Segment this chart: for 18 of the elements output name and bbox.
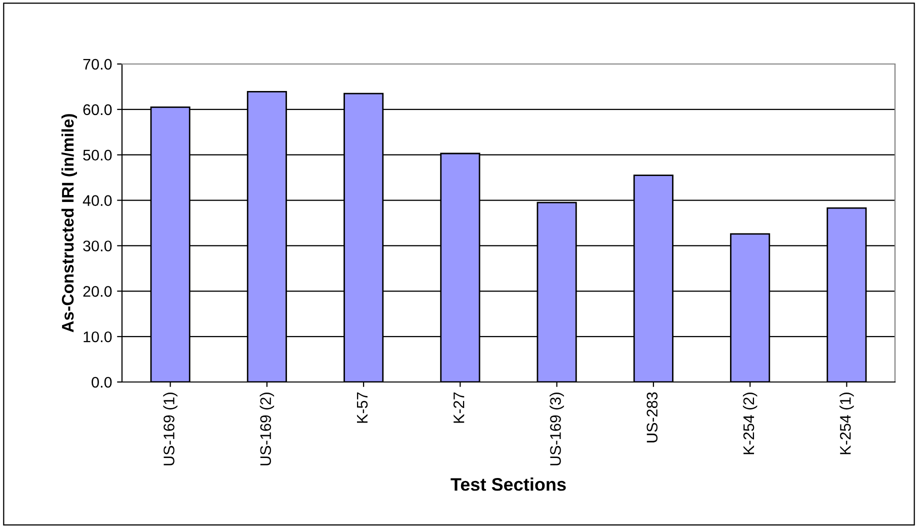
x-tick-label: US-169 (1) — [163, 392, 178, 466]
y-tick-label: 40.0 — [82, 195, 112, 206]
x-tick-label: US-169 (3) — [550, 392, 564, 466]
x-tick-label: US-283 — [646, 392, 658, 442]
x-tick-label: K-57 — [357, 392, 368, 423]
x-tick-label: K-27 — [453, 392, 464, 423]
y-tick-label: 10.0 — [84, 331, 112, 342]
y-tick-label: 0.0 — [92, 376, 112, 388]
x-tick-label: K-254 (2) — [742, 392, 758, 454]
x-tick-label: K-254 (1) — [840, 392, 854, 454]
x-axis-title: Test Sections — [450, 478, 566, 491]
x-tick-label: US-169 (2) — [260, 392, 274, 466]
y-tick-label: 30.0 — [83, 240, 112, 252]
y-axis-title: As-Constructed IRI (in/mile) — [61, 114, 77, 332]
y-tick-label: 20.0 — [83, 286, 112, 297]
y-tick-label: 50.0 — [83, 150, 112, 161]
y-tick-label: 70.0 — [83, 58, 112, 70]
y-tick-label: 60.0 — [83, 104, 112, 116]
